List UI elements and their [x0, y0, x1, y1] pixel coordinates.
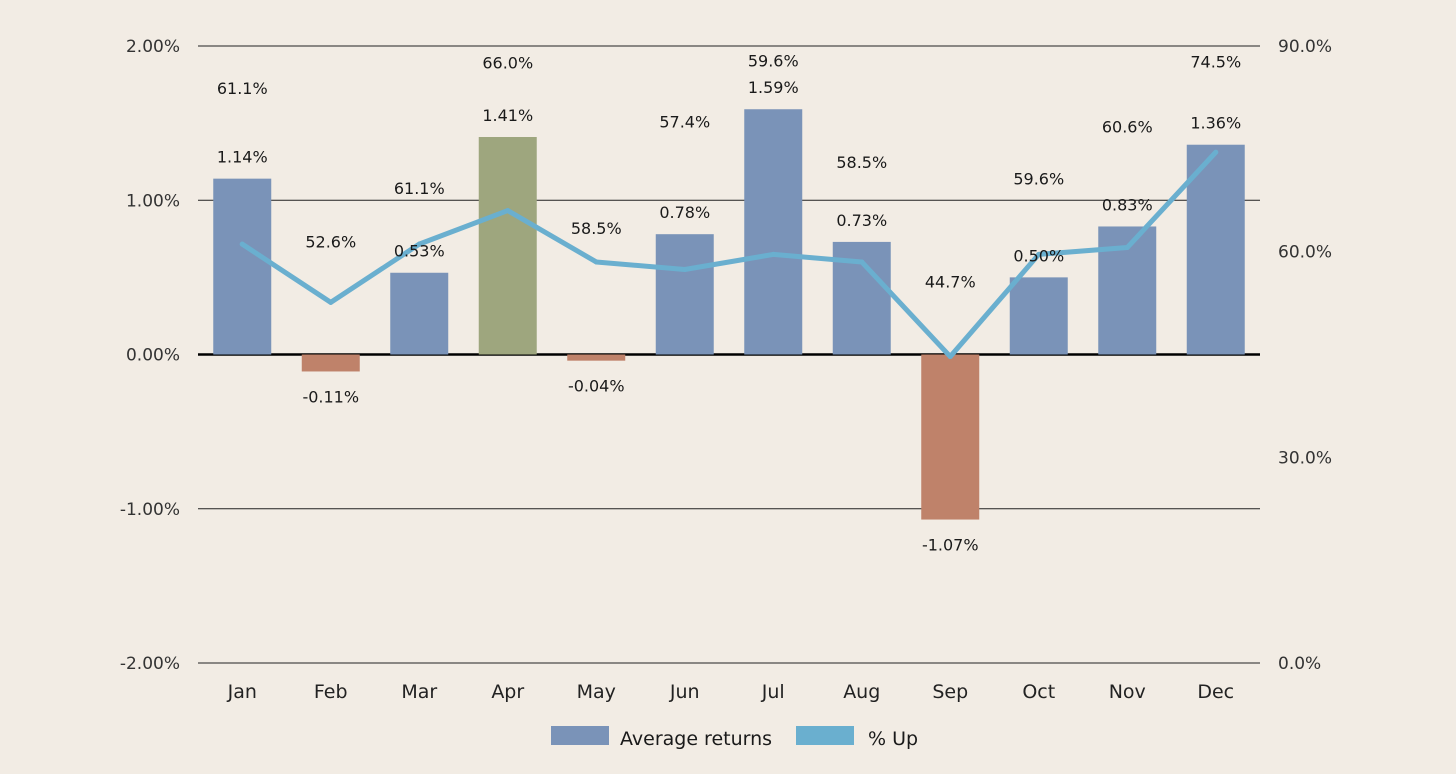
y-right-tick-label: 90.0% [1278, 37, 1332, 57]
x-tick-label-mar: Mar [401, 681, 437, 703]
pct-up-label: 61.1% [394, 179, 445, 198]
x-tick-label-sep: Sep [932, 681, 968, 703]
bar-mar [390, 272, 449, 355]
pct-up-point [328, 299, 334, 305]
line-layer [239, 149, 1219, 360]
legend-label-pct-up: % Up [868, 728, 918, 750]
bar-value-label: 1.36% [1190, 114, 1241, 133]
bar-value-label: -1.07% [922, 536, 979, 555]
pct-up-point [416, 241, 422, 247]
pct-up-label: 57.4% [659, 112, 710, 131]
legend: Average returns % Up [551, 726, 918, 750]
pct-up-label: 59.6% [748, 51, 799, 70]
bar-value-label: 0.53% [394, 242, 445, 261]
bar-jan [213, 178, 272, 355]
y-left-tick-label: 2.00% [126, 37, 180, 57]
pct-up-point [1124, 245, 1130, 251]
x-tick-label-jan: Jan [227, 681, 257, 703]
pct-up-point [859, 259, 865, 265]
bar-may [567, 354, 626, 361]
bar-feb [301, 354, 360, 372]
label-layer: 1.14% -0.11% 0.53% 1.41% -0.04% 0.78% 1.59% 0.7… [217, 51, 1241, 554]
y-left-tick-label: -1.00% [120, 500, 180, 520]
pct-up-point [682, 266, 688, 272]
bar-value-label: -0.04% [568, 377, 625, 396]
y-left-tick-label: -2.00% [120, 654, 180, 674]
pct-up-label: 58.5% [571, 219, 622, 238]
bar-dec [1186, 144, 1245, 355]
pct-up-label: 44.7% [925, 273, 976, 292]
axis-layer: 2.00% 1.00% 0.00% -1.00% -2.00% 90.0% 60.0% 30.… [120, 37, 1332, 703]
bar-sep [921, 354, 980, 520]
pct-up-label: 52.6% [305, 232, 356, 251]
pct-up-label: 59.6% [1013, 169, 1064, 188]
pct-up-point [505, 208, 511, 214]
pct-up-label: 58.5% [836, 153, 887, 172]
bar-value-label: 1.59% [748, 78, 799, 97]
y-right-tick-label: 60.0% [1278, 243, 1332, 263]
x-tick-label-oct: Oct [1022, 681, 1055, 703]
bar-value-label: 0.83% [1102, 195, 1153, 214]
pct-up-label: 66.0% [482, 54, 533, 73]
legend-label-average-returns: Average returns [620, 728, 772, 750]
bar-value-label: 0.73% [836, 211, 887, 230]
x-tick-label-may: May [577, 681, 616, 703]
y-left-tick-label: 0.00% [126, 346, 180, 366]
pct-up-point [770, 251, 776, 257]
x-tick-label-nov: Nov [1109, 681, 1146, 703]
bar-oct [1009, 277, 1068, 355]
legend-swatch-average-returns [551, 726, 609, 745]
legend-swatch-pct-up [796, 726, 854, 745]
y-right-tick-label: 0.0% [1278, 654, 1321, 674]
bar-layer [213, 109, 1245, 520]
bar-value-label: -0.11% [302, 387, 359, 406]
x-tick-label-dec: Dec [1197, 681, 1234, 703]
bar-jun [655, 234, 714, 355]
pct-up-label: 60.6% [1102, 118, 1153, 137]
pct-up-point [947, 354, 953, 360]
bar-value-label: 1.14% [217, 148, 268, 167]
pct-up-label: 74.5% [1190, 52, 1241, 71]
x-tick-label-feb: Feb [314, 681, 348, 703]
x-tick-label-jul: Jul [761, 681, 785, 703]
bar-value-label: 0.50% [1013, 246, 1064, 265]
y-left-tick-label: 1.00% [126, 191, 180, 211]
pct-up-point [1036, 251, 1042, 257]
x-tick-label-jun: Jun [669, 681, 700, 703]
y-right-tick-label: 30.0% [1278, 448, 1332, 468]
pct-up-point [239, 241, 245, 247]
bar-value-label: 1.41% [482, 106, 533, 125]
pct-up-line [239, 149, 1219, 360]
pct-up-point [593, 259, 599, 265]
grid-layer [198, 45, 1260, 664]
pct-up-point [1213, 149, 1219, 155]
x-tick-label-aug: Aug [843, 681, 880, 703]
pct-up-label: 61.1% [217, 79, 268, 98]
bar-value-label: 0.78% [659, 203, 710, 222]
bar-jul [744, 109, 803, 355]
x-tick-label-apr: Apr [491, 681, 524, 703]
bar-apr [478, 137, 537, 355]
